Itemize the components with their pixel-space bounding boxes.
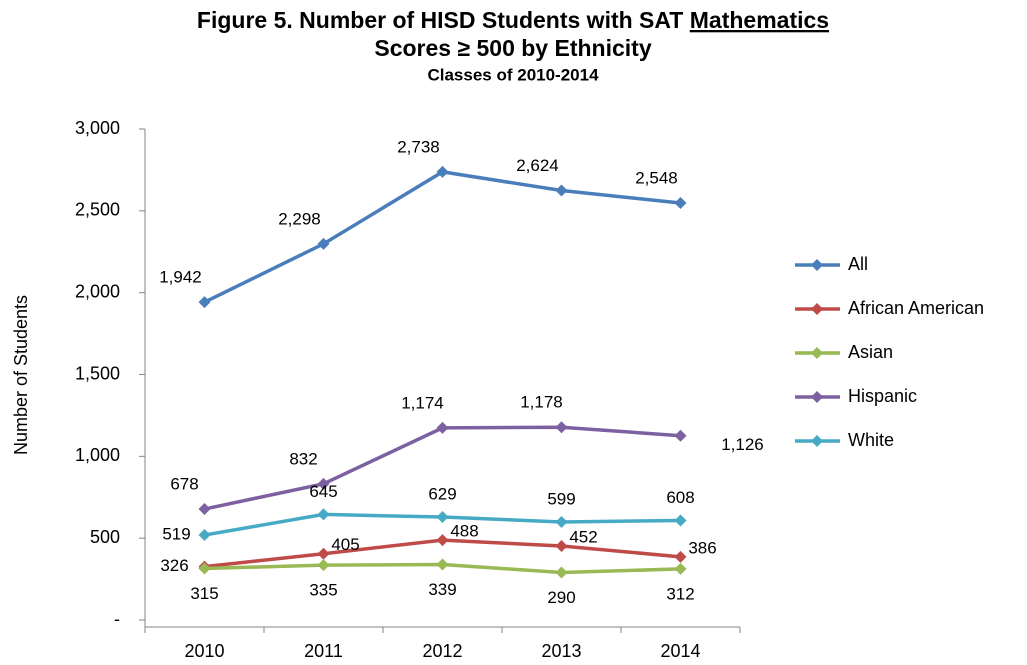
marker (674, 196, 687, 209)
data-label: 629 (428, 485, 456, 504)
y-tick-label: 2,500 (75, 200, 120, 220)
y-tick-label: 500 (90, 527, 120, 547)
marker (555, 540, 568, 553)
data-label: 488 (450, 522, 478, 541)
marker (317, 508, 330, 521)
marker (317, 477, 330, 490)
title-text: Figure 5. Number of HISD Students with S… (197, 7, 683, 33)
chart-subtitle: Classes of 2010-2014 (427, 65, 599, 84)
y-tick-label: 2,000 (75, 281, 120, 301)
chart-title: Scores ≥ 500 by Ethnicity (374, 35, 651, 61)
marker (317, 237, 330, 250)
data-label: 326 (160, 556, 188, 575)
data-label: 290 (547, 588, 575, 607)
data-label: 2,624 (516, 156, 559, 175)
data-label: 2,298 (278, 209, 321, 228)
y-tick-label: 1,500 (75, 363, 120, 383)
x-tick-label: 2010 (184, 641, 224, 661)
legend-label: White (848, 430, 894, 450)
legend-marker (811, 391, 823, 403)
legend-marker (811, 303, 823, 315)
marker (436, 534, 449, 547)
marker (198, 562, 211, 575)
marker (436, 511, 449, 524)
data-label: 1,178 (520, 393, 563, 412)
data-label: 832 (289, 449, 317, 468)
y-tick-label: 1,000 (75, 445, 120, 465)
data-label: 1,174 (401, 393, 444, 412)
x-tick-label: 2011 (304, 641, 343, 661)
data-label: 315 (190, 584, 218, 603)
marker (555, 184, 568, 197)
marker (555, 421, 568, 434)
y-tick-label: 3,000 (75, 118, 120, 138)
title-text: Mathematics (690, 7, 829, 33)
marker (198, 503, 211, 516)
data-label: 452 (569, 528, 597, 547)
legend-label: All (848, 254, 868, 274)
data-label: 678 (170, 475, 198, 494)
data-label: 312 (666, 584, 694, 603)
legend-marker (811, 347, 823, 359)
marker (674, 429, 687, 442)
legend-label: African American (848, 298, 984, 318)
data-label: 1,942 (159, 268, 202, 287)
x-tick-label: 2013 (541, 641, 581, 661)
data-label: 335 (309, 581, 337, 600)
marker (198, 296, 211, 309)
data-label: 599 (547, 489, 575, 508)
data-label: 339 (428, 580, 456, 599)
marker (317, 559, 330, 572)
chart-title: Figure 5. Number of HISD Students with S… (197, 7, 829, 33)
marker (436, 558, 449, 571)
data-label: 2,738 (397, 137, 440, 156)
marker (317, 547, 330, 560)
marker (436, 165, 449, 178)
data-label: 1,126 (721, 435, 764, 454)
marker (198, 529, 211, 542)
marker (674, 550, 687, 563)
marker (674, 562, 687, 575)
legend-label: Hispanic (848, 386, 917, 406)
marker (436, 421, 449, 434)
data-label: 608 (666, 488, 694, 507)
marker (674, 514, 687, 527)
x-tick-label: 2014 (660, 641, 700, 661)
line (203, 170, 681, 304)
data-label: 386 (688, 538, 716, 557)
marker (555, 566, 568, 579)
y-tick-label: - (114, 609, 120, 629)
data-label: 2,548 (635, 168, 678, 187)
x-tick-label: 2012 (422, 641, 462, 661)
y-axis-title: Number of Students (11, 295, 31, 455)
data-label: 645 (309, 482, 337, 501)
legend-marker (811, 259, 823, 271)
legend-label: Asian (848, 342, 893, 362)
data-label: 519 (162, 525, 190, 544)
marker (555, 515, 568, 528)
legend-marker (811, 435, 823, 447)
data-label: 405 (331, 535, 359, 554)
